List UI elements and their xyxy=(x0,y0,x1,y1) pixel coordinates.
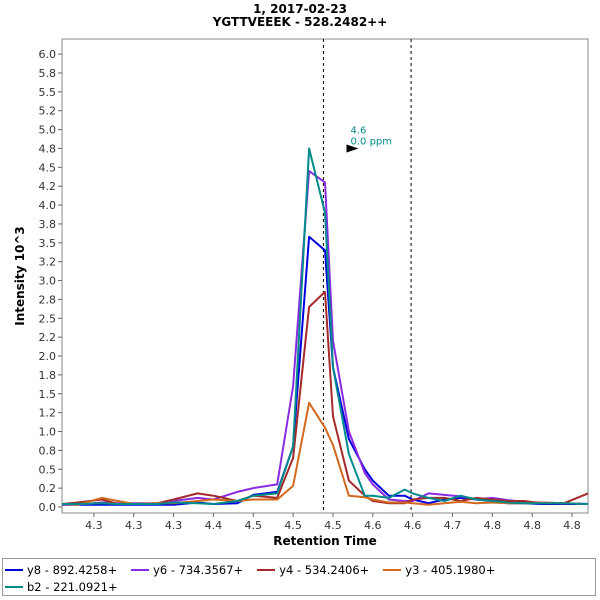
chart-legend: y8 - 892.4258+ y6 - 734.3567+ y4 - 534.240… xyxy=(2,558,596,596)
y-tick-label: 5.0 xyxy=(39,124,57,137)
x-tick-label: 4.5 xyxy=(284,519,302,532)
chart-subtitle: YGTTVEEEK - 528.2482++ xyxy=(212,15,388,29)
x-tick-label: 4.3 xyxy=(165,519,183,532)
x-tick-label: 4.7 xyxy=(444,519,462,532)
legend-label: y3 - 405.1980+ xyxy=(405,562,496,577)
chart-title: 1, 2017-02-23 xyxy=(253,2,347,16)
peak-marker-arrow xyxy=(346,144,359,153)
y-tick-label: 6.0 xyxy=(39,48,57,61)
x-tick-label: 4.8 xyxy=(563,519,581,532)
y-tick-label: 1.5 xyxy=(39,388,57,401)
legend-swatch xyxy=(5,568,23,571)
x-tick-label: 4.8 xyxy=(484,519,502,532)
peak-ppm-label: 0.0 ppm xyxy=(351,136,393,147)
x-tick-label: 4.5 xyxy=(324,519,342,532)
legend-item: y6 - 734.3567+ xyxy=(131,561,243,578)
x-axis-ticks: 4.3 4.3 4.3 4.4 4.5 4.5 4.5 4.6 4.6 4.7 4.8 4.8 4.8 xyxy=(85,513,581,532)
x-tick-label: 4.8 xyxy=(523,519,541,532)
legend-item: y3 - 405.1980+ xyxy=(383,561,495,578)
y-tick-label: 0.5 xyxy=(39,463,57,476)
series-line xyxy=(62,147,589,505)
legend-item: b2 - 221.0921+ xyxy=(5,578,118,595)
peak-annotation: 4.60.0 ppm xyxy=(346,125,393,153)
peak-boundaries xyxy=(322,39,412,513)
series-lines xyxy=(61,147,589,506)
legend-item: y8 - 892.4258+ xyxy=(5,561,117,578)
y-tick-label: 3.5 xyxy=(39,237,57,250)
legend-swatch xyxy=(383,568,402,571)
y-tick-label: 2.0 xyxy=(39,350,57,363)
x-axis-label: Retention Time xyxy=(273,534,377,548)
peak-rt-label: 4.6 xyxy=(351,125,367,136)
y-tick-label: 4.0 xyxy=(39,199,57,212)
y-tick-label: 5.5 xyxy=(39,86,57,99)
legend-label: b2 - 221.0921+ xyxy=(27,579,118,594)
y-tick-label: 1.0 xyxy=(39,426,57,439)
x-tick-label: 4.3 xyxy=(125,519,143,532)
legend-swatch xyxy=(257,568,276,571)
y-tick-label: 3.0 xyxy=(39,275,57,288)
legend-item: y4 - 534.2406+ xyxy=(257,561,369,578)
y-tick-label: 1.8 xyxy=(39,369,57,382)
y-tick-label: 2.2 xyxy=(39,331,57,344)
y-tick-label: 3.8 xyxy=(39,218,57,231)
y-tick-label: 5.2 xyxy=(39,105,57,118)
y-tick-label: 0.2 xyxy=(39,482,57,495)
x-tick-label: 4.6 xyxy=(364,519,382,532)
y-tick-label: 1.2 xyxy=(39,407,57,420)
y-axis-label: Intensity 10^3 xyxy=(13,226,27,326)
legend-swatch xyxy=(131,568,150,571)
y-tick-label: 4.2 xyxy=(39,180,57,193)
y-tick-label: 0.8 xyxy=(39,444,57,457)
y-tick-label: 3.2 xyxy=(39,256,57,269)
y-tick-label: 4.5 xyxy=(39,161,57,174)
legend-label: y4 - 534.2406+ xyxy=(279,562,370,577)
y-tick-label: 0.0 xyxy=(39,501,57,514)
chromatogram-chart: 1, 2017-02-23 YGTTVEEEK - 528.2482++ 0.0… xyxy=(13,2,589,548)
legend-label: y8 - 892.4258+ xyxy=(27,562,118,577)
x-tick-label: 4.6 xyxy=(404,519,422,532)
x-tick-label: 4.4 xyxy=(205,519,223,532)
y-tick-label: 5.8 xyxy=(39,67,57,80)
y-tick-label: 2.8 xyxy=(39,293,57,306)
x-tick-label: 4.5 xyxy=(245,519,263,532)
plot-area xyxy=(61,38,589,514)
y-tick-label: 2.5 xyxy=(39,312,57,325)
legend-label: y6 - 734.3567+ xyxy=(153,562,244,577)
y-axis-ticks: 0.0 0.2 0.5 0.8 1.0 1.2 1.5 1.8 2.0 2.2 2.5 2.8 3.0 3… xyxy=(39,48,62,514)
y-tick-label: 4.8 xyxy=(39,142,57,155)
x-tick-label: 4.3 xyxy=(85,519,103,532)
legend-swatch xyxy=(5,585,23,588)
